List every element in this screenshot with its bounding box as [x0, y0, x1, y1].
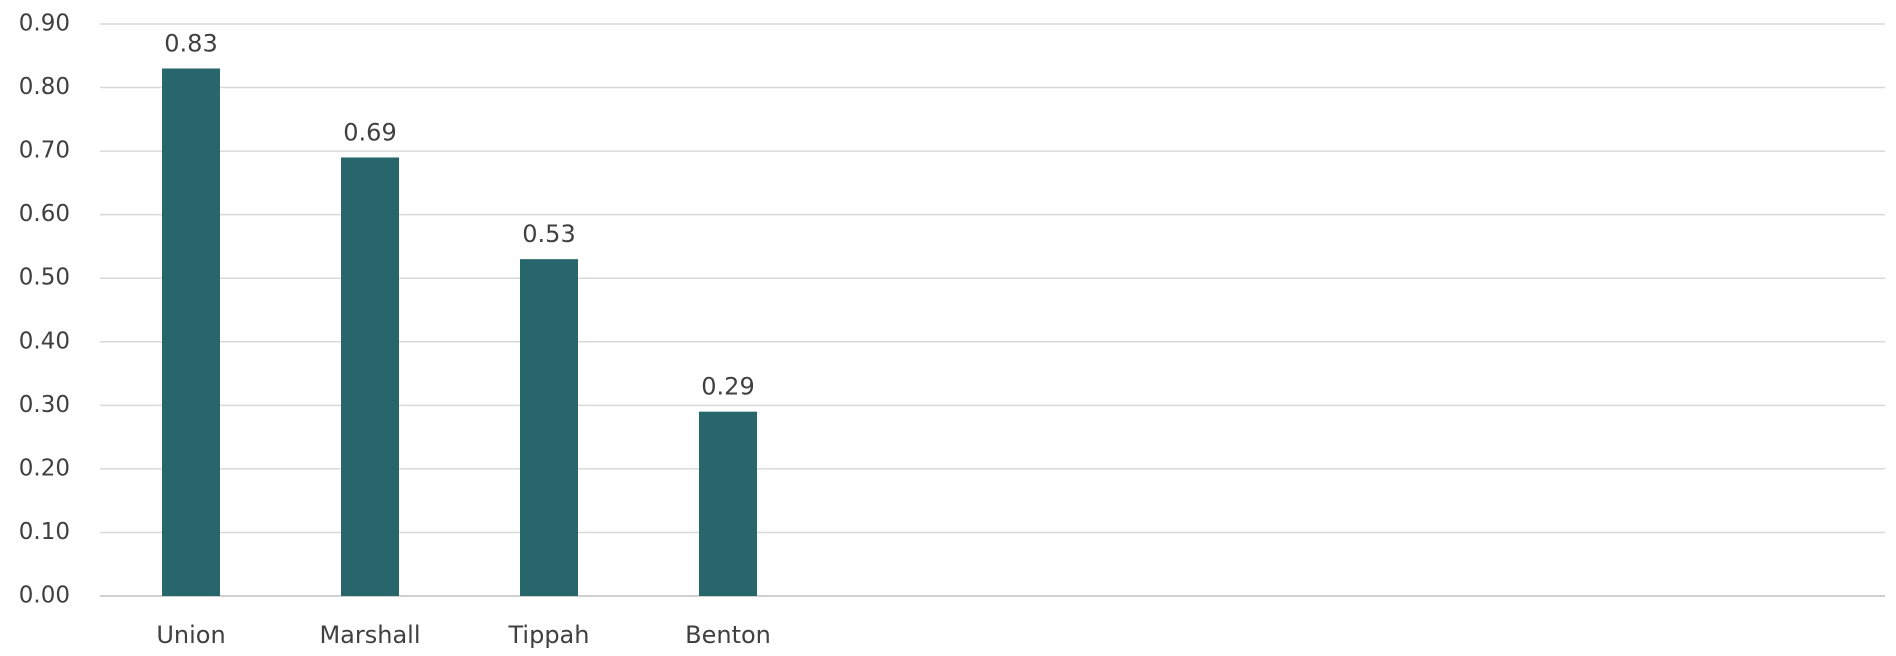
- data-label-union: 0.83: [164, 29, 217, 57]
- y-tick-label: 0.90: [19, 11, 70, 37]
- y-tick-label: 0.00: [19, 583, 70, 609]
- data-label-tippah: 0.53: [522, 220, 575, 248]
- data-labels: 0.83 0.69 0.53 0.29: [164, 29, 754, 400]
- y-tick-label: 0.80: [19, 74, 70, 100]
- y-tick-label: 0.40: [19, 328, 70, 354]
- bar-union: [162, 68, 220, 596]
- bar-tippah: [520, 259, 578, 596]
- x-tick-label-tippah: Tippah: [508, 621, 590, 649]
- x-tick-label-marshall: Marshall: [319, 621, 420, 649]
- data-label-benton: 0.29: [701, 373, 754, 401]
- bar-benton: [699, 411, 757, 596]
- bar-marshall: [341, 157, 399, 596]
- y-tick-label: 0.50: [19, 265, 70, 291]
- y-tick-label: 0.10: [19, 519, 70, 545]
- y-tick-label: 0.60: [19, 201, 70, 227]
- x-axis-tick-labels: Union Marshall Tippah Benton: [156, 621, 771, 649]
- y-axis-tick-labels: 0.00 0.10 0.20 0.30 0.40 0.50 0.60 0.70 0.80 0.90: [19, 11, 70, 609]
- bars: [162, 68, 757, 596]
- x-tick-label-union: Union: [156, 621, 225, 649]
- y-tick-label: 0.30: [19, 392, 70, 418]
- y-tick-label: 0.20: [19, 455, 70, 481]
- y-tick-label: 0.70: [19, 138, 70, 164]
- x-tick-label-benton: Benton: [685, 621, 771, 649]
- data-label-marshall: 0.69: [343, 118, 396, 146]
